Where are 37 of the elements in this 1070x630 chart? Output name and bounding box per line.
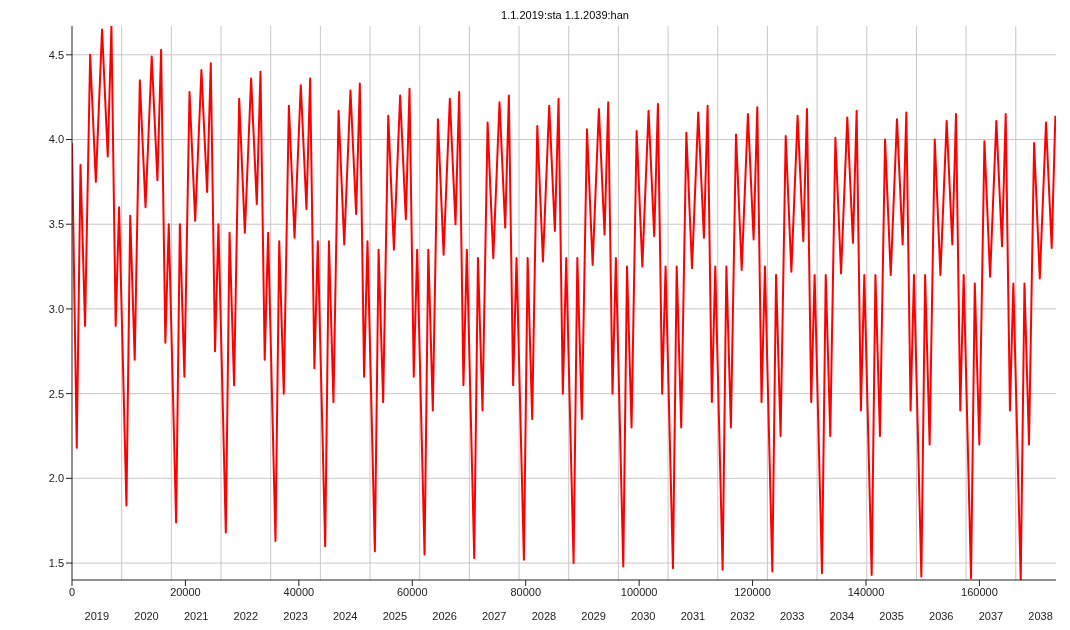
x2-tick-label: 2020 <box>134 609 159 622</box>
x2-tick-label: 2034 <box>829 609 855 622</box>
y-tick-label: 2.5 <box>48 387 64 400</box>
x2-tick-label: 2028 <box>531 609 557 622</box>
x2-tick-label: 2037 <box>978 609 1004 622</box>
x2-tick-label: 2036 <box>929 609 954 622</box>
chart-title: 1.1.2019:sta 1.1.2039:han <box>500 8 630 22</box>
x-tick-label: 100000 <box>620 585 658 598</box>
x-tick-label: 20000 <box>170 585 201 598</box>
x-tick-label: 40000 <box>283 585 315 598</box>
x2-tick-label: 2025 <box>382 609 408 622</box>
y-tick-label: 3.5 <box>48 218 64 231</box>
x2-tick-label: 2030 <box>630 609 656 622</box>
x2-tick-label: 2019 <box>84 609 110 622</box>
x-tick-label: 60000 <box>396 585 428 598</box>
y-tick-label: 3.0 <box>48 302 64 315</box>
x-tick-label: 140000 <box>847 585 885 598</box>
y-tick-label: 4.0 <box>48 133 64 146</box>
y-tick-label: 4.5 <box>48 48 64 61</box>
x2-tick-label: 2038 <box>1028 609 1053 622</box>
x2-tick-label: 2032 <box>730 609 755 622</box>
x2-tick-label: 2024 <box>332 609 358 622</box>
y-tick-label: 1.5 <box>48 556 64 569</box>
x2-tick-label: 2022 <box>233 609 259 622</box>
x-tick-label: 0 <box>68 585 76 598</box>
x2-tick-label: 2035 <box>879 609 904 622</box>
x2-tick-label: 2027 <box>481 609 507 622</box>
x2-tick-label: 2033 <box>780 609 805 622</box>
x2-tick-label: 2031 <box>680 609 706 622</box>
x-tick-label: 80000 <box>510 585 542 598</box>
y-tick-label: 2.0 <box>48 472 64 485</box>
x2-tick-label: 2023 <box>283 609 308 622</box>
x-tick-label: 160000 <box>961 585 998 598</box>
x-tick-label: 120000 <box>734 585 771 598</box>
x2-tick-label: 2021 <box>183 609 209 622</box>
x2-tick-label: 2026 <box>432 609 457 622</box>
x2-tick-label: 2029 <box>581 609 606 622</box>
